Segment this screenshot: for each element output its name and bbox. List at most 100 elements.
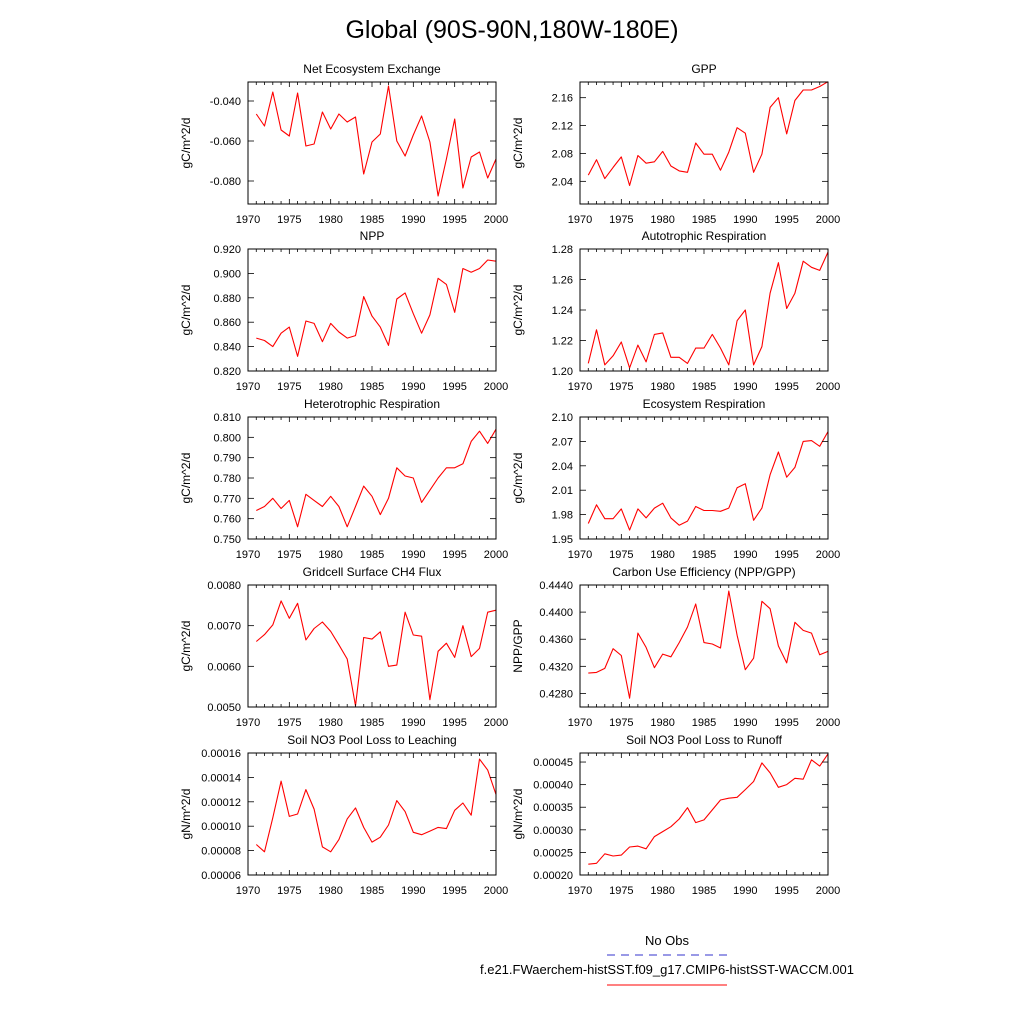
x-tick-label: 1985 <box>692 381 716 393</box>
x-tick-label: 1995 <box>774 885 798 897</box>
series-line <box>255 85 497 197</box>
y-tick-label: 0.0060 <box>207 661 241 673</box>
panel-title: Gridcell Surface CH4 Flux <box>303 565 442 579</box>
plot-frame <box>247 752 497 876</box>
y-axis-label: gN/m^2/d <box>511 789 525 840</box>
plot-frame <box>579 81 829 205</box>
x-tick-label: 1970 <box>236 381 260 393</box>
x-tick-label: 1980 <box>318 214 342 226</box>
chart-panel-heterotrophic-respiration: Heterotrophic Respiration gC/m^2/d 1970 197… <box>179 397 508 561</box>
y-tick-label: -0.040 <box>210 96 241 108</box>
x-tick-label: 1990 <box>401 717 425 729</box>
x-tick-label: 1995 <box>442 549 466 561</box>
panel-title: Soil NO3 Pool Loss to Leaching <box>287 733 456 747</box>
x-tick-label: 1975 <box>277 885 301 897</box>
series-line <box>255 600 497 707</box>
plot-frame <box>247 584 497 708</box>
x-tick-label: 1975 <box>609 214 633 226</box>
y-tick-label: 0.840 <box>213 342 241 354</box>
panel-title: Carbon Use Efficiency (NPP/GPP) <box>612 565 795 579</box>
x-tick-label: 1985 <box>692 885 716 897</box>
x-tick-label: 1985 <box>692 717 716 729</box>
y-tick-label: 0.770 <box>213 493 241 505</box>
panel-title: Heterotrophic Respiration <box>304 397 440 411</box>
y-tick-label: 0.780 <box>213 473 241 485</box>
y-tick-label: 0.800 <box>213 432 241 444</box>
chart-panel-ecosystem-respiration: Ecosystem Respiration gC/m^2/d 1970 1975 198… <box>511 397 840 561</box>
x-tick-label: 1985 <box>692 549 716 561</box>
panel-title: Net Ecosystem Exchange <box>303 62 441 76</box>
x-tick-label: 2000 <box>816 885 840 897</box>
y-tick-label: 0.00012 <box>201 797 241 809</box>
figure-title: Global (90S-90N,180W-180E) <box>345 16 678 44</box>
x-tick-label: 2000 <box>484 717 508 729</box>
x-tick-label: 1980 <box>650 214 674 226</box>
y-tick-label: 0.4400 <box>539 607 573 619</box>
y-tick-label: 0.00025 <box>533 847 573 859</box>
y-tick-label: 0.00016 <box>201 748 241 760</box>
y-axis-label: gC/m^2/d <box>179 621 193 672</box>
y-tick-label: 0.860 <box>213 317 241 329</box>
y-tick-label: 0.00008 <box>201 846 241 858</box>
chart-panel-autotrophic-respiration: Autotrophic Respiration gC/m^2/d 1970 1975 1… <box>511 229 840 393</box>
x-tick-label: 2000 <box>484 885 508 897</box>
x-tick-label: 1985 <box>360 381 384 393</box>
x-tick-label: 1970 <box>568 214 592 226</box>
y-axis-label: NPP/GPP <box>511 619 525 672</box>
x-tick-label: 1985 <box>360 214 384 226</box>
x-tick-label: 1985 <box>360 885 384 897</box>
x-tick-label: 1970 <box>236 549 260 561</box>
x-tick-label: 1970 <box>236 717 260 729</box>
x-tick-label: 1990 <box>401 214 425 226</box>
x-tick-label: 1970 <box>568 549 592 561</box>
series-line <box>587 251 829 369</box>
x-tick-label: 1980 <box>318 717 342 729</box>
y-tick-label: 2.16 <box>552 93 573 105</box>
x-tick-label: 1980 <box>650 549 674 561</box>
x-tick-label: 1995 <box>774 381 798 393</box>
y-tick-label: 1.24 <box>552 305 573 317</box>
x-tick-label: 1990 <box>733 549 757 561</box>
y-tick-label: 2.07 <box>552 436 573 448</box>
x-tick-label: 2000 <box>816 381 840 393</box>
x-tick-label: 1980 <box>650 717 674 729</box>
y-tick-label: 0.00020 <box>533 870 573 882</box>
panel-title: Ecosystem Respiration <box>643 397 766 411</box>
x-tick-label: 1985 <box>360 717 384 729</box>
y-tick-label: 0.4280 <box>539 688 573 700</box>
x-tick-label: 2000 <box>816 717 840 729</box>
chart-panel-net-ecosystem-exchange: Net Ecosystem Exchange gC/m^2/d 1970 1975 19… <box>179 62 508 226</box>
x-tick-label: 1975 <box>277 381 301 393</box>
x-tick-label: 1970 <box>236 885 260 897</box>
y-tick-label: 2.08 <box>552 148 573 160</box>
x-tick-label: 1970 <box>568 717 592 729</box>
y-tick-label: 0.0080 <box>207 580 241 592</box>
series-line <box>256 428 497 528</box>
x-tick-label: 1975 <box>609 549 633 561</box>
y-tick-label: 1.20 <box>552 366 573 378</box>
y-tick-label: 0.4360 <box>539 634 573 646</box>
y-tick-label: 0.0050 <box>207 702 241 714</box>
series-line <box>255 758 497 853</box>
y-axis-label: gC/m^2/d <box>179 285 193 336</box>
x-tick-label: 1990 <box>733 885 757 897</box>
plot-frame <box>247 416 497 540</box>
y-tick-label: 2.10 <box>552 412 573 424</box>
x-tick-label: 1990 <box>733 717 757 729</box>
y-tick-label: 1.26 <box>552 275 573 287</box>
y-tick-label: 2.04 <box>552 461 573 473</box>
chart-panel-carbon-use-efficiency-npp-gpp: Carbon Use Efficiency (NPP/GPP) NPP/GPP 19… <box>511 565 840 729</box>
x-tick-label: 1975 <box>277 717 301 729</box>
x-tick-label: 2000 <box>816 549 840 561</box>
y-tick-label: 2.12 <box>552 121 573 133</box>
x-tick-label: 1970 <box>568 381 592 393</box>
legend: No Obs f.e21.FWaerchem-histSST.f09_g17.C… <box>480 933 854 986</box>
y-tick-label: -0.080 <box>210 176 241 188</box>
x-tick-label: 1975 <box>609 381 633 393</box>
y-tick-label: 0.00035 <box>533 802 573 814</box>
x-tick-label: 1995 <box>442 885 466 897</box>
chart-panel-soil-no3-pool-loss-to-runoff: Soil NO3 Pool Loss to Runoff gN/m^2/d 1970… <box>511 733 840 897</box>
x-tick-label: 1995 <box>774 717 798 729</box>
legend-label-no-obs: No Obs <box>645 933 690 948</box>
y-tick-label: 0.4320 <box>539 661 573 673</box>
